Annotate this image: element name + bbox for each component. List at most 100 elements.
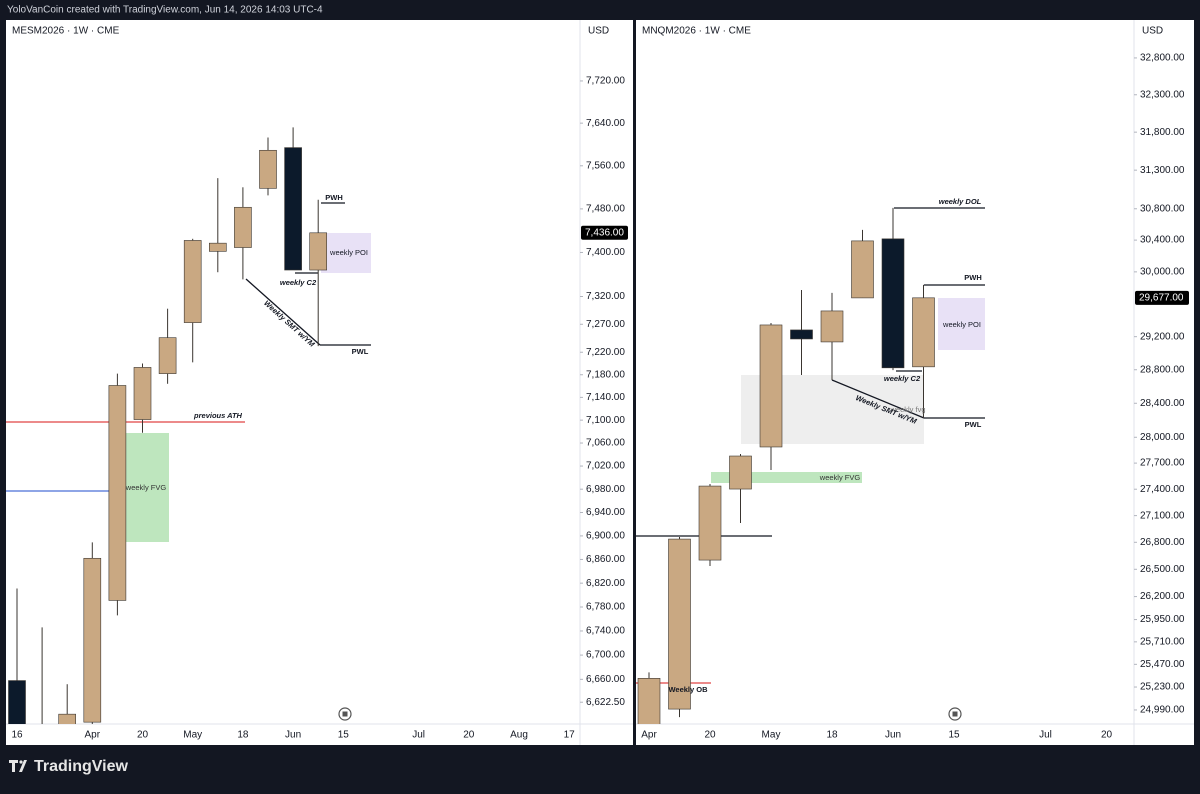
replay-icon: [338, 707, 352, 721]
y-tick-label: 6,940.00: [586, 507, 625, 518]
candle-body: [209, 242, 227, 252]
y-tick-label: 7,480.00: [586, 204, 625, 215]
y-tick-label: 6,820.00: [586, 578, 625, 589]
annotation-text: weekly FVG: [125, 483, 167, 492]
y-tick-label: 7,140.00: [586, 392, 625, 403]
x-tick-label: May: [183, 730, 202, 741]
y-tick-label: 26,800.00: [1140, 537, 1185, 548]
replay-icon: [948, 707, 962, 721]
zone: [938, 298, 985, 350]
x-tick-label: 20: [463, 730, 475, 741]
annotations: [6, 202, 371, 542]
y-tick-label: 6,700.00: [586, 650, 625, 661]
annotation-text: PWH: [325, 193, 343, 202]
y-tick-label: 6,860.00: [586, 554, 625, 565]
replay-icon-core: [342, 711, 348, 717]
y-tick-label: 31,300.00: [1140, 165, 1185, 176]
last-price-label: 29,677.00: [1139, 292, 1184, 303]
x-tick-label: Jul: [1039, 730, 1052, 741]
candle-body: [309, 232, 328, 271]
annotation-text: PWL: [352, 347, 369, 356]
x-tick-label: 16: [11, 730, 23, 741]
x-tick-label: 15: [338, 730, 350, 741]
candle-body: [8, 680, 26, 724]
replay-icon-core: [952, 711, 958, 717]
zone: [321, 233, 371, 273]
y-tick-label: 26,200.00: [1140, 591, 1185, 602]
y-tick-label: 30,800.00: [1140, 203, 1185, 214]
y-tick-label: 7,400.00: [586, 247, 625, 258]
brand-logo: [9, 760, 27, 772]
candle-body: [108, 385, 127, 601]
y-tick-label: 32,300.00: [1140, 89, 1185, 100]
y-tick-label: 7,020.00: [586, 461, 625, 472]
x-tick-label: Aug: [510, 730, 528, 741]
panel-background: [6, 20, 633, 745]
y-tick-label: 7,560.00: [586, 160, 625, 171]
candles: [637, 207, 935, 724]
y-tick-label: 30,000.00: [1140, 267, 1185, 278]
y-tick-label: 25,230.00: [1140, 682, 1185, 693]
y-tick-label: 7,320.00: [586, 291, 625, 302]
x-tick-label: 17: [564, 730, 576, 741]
y-tick-label: 6,622.50: [586, 697, 625, 708]
y-tick-label: 6,900.00: [586, 531, 625, 542]
y-tick-label: 7,270.00: [586, 319, 625, 330]
annotation-text: weekly FVG: [819, 473, 861, 482]
annotation-text: weekly C2: [884, 374, 921, 383]
currency-label: USD: [588, 26, 609, 37]
y-tick-label: 7,220.00: [586, 347, 625, 358]
annotation-text: PWH: [964, 273, 982, 282]
candle-body: [133, 367, 152, 420]
candle-body: [637, 678, 661, 724]
y-tick-label: 30,400.00: [1140, 235, 1185, 246]
candle-body: [912, 297, 935, 368]
header-text: YoloVanCoin created with TradingView.com…: [7, 5, 323, 16]
last-price-label: 7,436.00: [585, 227, 624, 238]
last-price-box: [1135, 290, 1189, 305]
y-tick-label: 26,500.00: [1140, 564, 1185, 575]
x-tick-label: May: [762, 730, 781, 741]
drawing-line: [245, 278, 321, 346]
drawing-line: [831, 379, 925, 419]
candle-body: [183, 240, 202, 323]
y-tick-label: 28,800.00: [1140, 364, 1185, 375]
candle-body: [790, 329, 813, 340]
candle-body: [881, 238, 905, 369]
x-tick-label: Apr: [641, 730, 657, 741]
y-tick-label: 7,100.00: [586, 415, 625, 426]
chart-panel: MNQM2026 · 1W · CME USD 32,800.00 32,300.00…: [636, 20, 1194, 745]
y-tick-label: 25,710.00: [1140, 636, 1185, 647]
annotation-text: weekly fvg: [889, 405, 925, 414]
y-tick-label: 29,200.00: [1140, 331, 1185, 342]
candle-body: [668, 538, 691, 710]
y-tick-label: 31,800.00: [1140, 127, 1185, 138]
x-tick-label: 20: [1101, 730, 1113, 741]
y-tick-label: 25,950.00: [1140, 614, 1185, 625]
y-tick-label: 6,980.00: [586, 484, 625, 495]
symbol-title: MNQM2026 · 1W · CME: [642, 26, 751, 37]
y-tick-label: 27,100.00: [1140, 510, 1185, 521]
x-tick-label: 15: [948, 730, 960, 741]
y-tick-label: 25,470.00: [1140, 659, 1185, 670]
y-tick-label: 28,000.00: [1140, 432, 1185, 443]
y-tick-label: 27,700.00: [1140, 458, 1185, 469]
candle-body: [234, 206, 252, 248]
x-tick-label: 20: [137, 730, 149, 741]
candle-body: [729, 455, 752, 490]
y-tick-label: 6,780.00: [586, 602, 625, 613]
chart-panel: MESM2026 · 1W · CME USD 7,720.00 7,640.00 7,…: [6, 20, 633, 745]
candle-body: [58, 713, 77, 724]
candle-body: [83, 557, 102, 723]
y-tick-label: 24,990.00: [1140, 705, 1185, 716]
annotation-text: Weekly OB: [668, 685, 708, 694]
y-tick-label: 6,740.00: [586, 626, 625, 637]
x-tick-label: Jun: [285, 730, 301, 741]
x-tick-label: 20: [704, 730, 716, 741]
y-tick-label: 27,400.00: [1140, 484, 1185, 495]
y-tick-label: 7,180.00: [586, 369, 625, 380]
zone: [120, 433, 169, 542]
candle-body: [698, 485, 722, 561]
